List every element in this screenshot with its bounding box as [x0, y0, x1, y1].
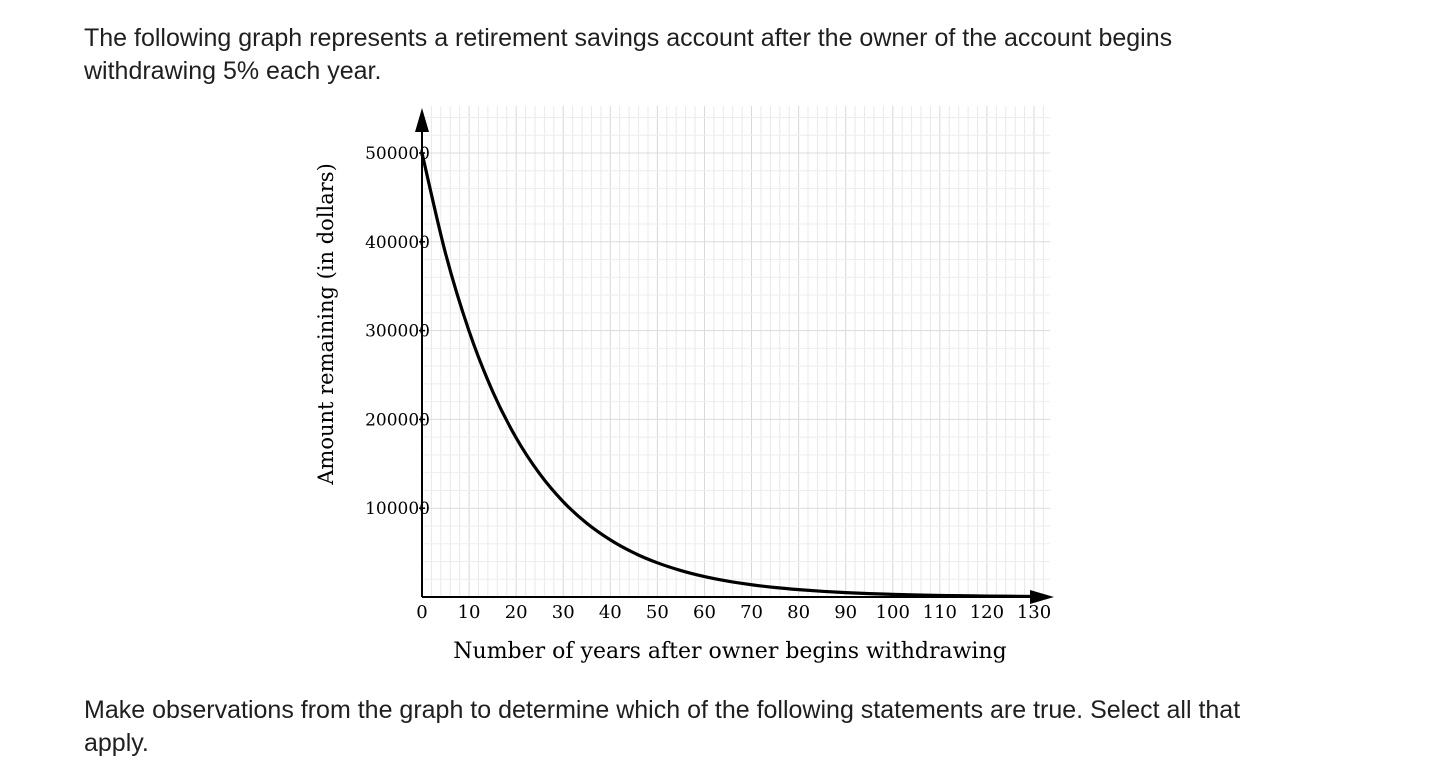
- y-tick-label: 400000: [365, 233, 430, 253]
- question-instruction-text: Make observations from the graph to dete…: [84, 696, 1241, 757]
- y-axis-label: Amount remaining (in dollars): [314, 163, 338, 486]
- x-tick-label: 100: [876, 602, 910, 623]
- grid: [422, 106, 1050, 597]
- x-tick-label: 30: [552, 602, 575, 623]
- x-axis-arrow: [1030, 590, 1054, 604]
- axes: [415, 108, 1054, 604]
- x-tick-label: 10: [458, 602, 481, 623]
- series-line-decay: [420, 151, 1036, 599]
- y-tick-label: 200000: [365, 410, 430, 430]
- x-tick-label: 20: [505, 602, 528, 623]
- y-tick-label: 500000: [365, 144, 430, 164]
- x-tick-label: 50: [646, 602, 669, 623]
- x-tick-label: 110: [923, 602, 957, 623]
- x-tick-label: 70: [740, 602, 763, 623]
- series: [420, 151, 1036, 599]
- x-tick-label: 0: [416, 602, 427, 623]
- question-intro-text: The following graph represents a retirem…: [84, 24, 1173, 85]
- x-tick-label: 120: [970, 602, 1004, 623]
- x-tick-label: 60: [693, 602, 716, 623]
- x-tick-label: 40: [599, 602, 622, 623]
- y-tick-label: 300000: [365, 322, 430, 342]
- y-tick-label: 100000: [365, 499, 430, 519]
- tick-labels: 0 10 20 30 40 50 60 70 80 90 100 110 120 130 100000 200…: [365, 144, 1051, 623]
- x-tick-label: 80: [787, 602, 810, 623]
- x-axis-label: Number of years after owner begins withd…: [453, 639, 1006, 664]
- y-axis-arrow: [415, 108, 429, 132]
- x-tick-label: 90: [834, 602, 857, 623]
- x-tick-label: 130: [1017, 602, 1051, 623]
